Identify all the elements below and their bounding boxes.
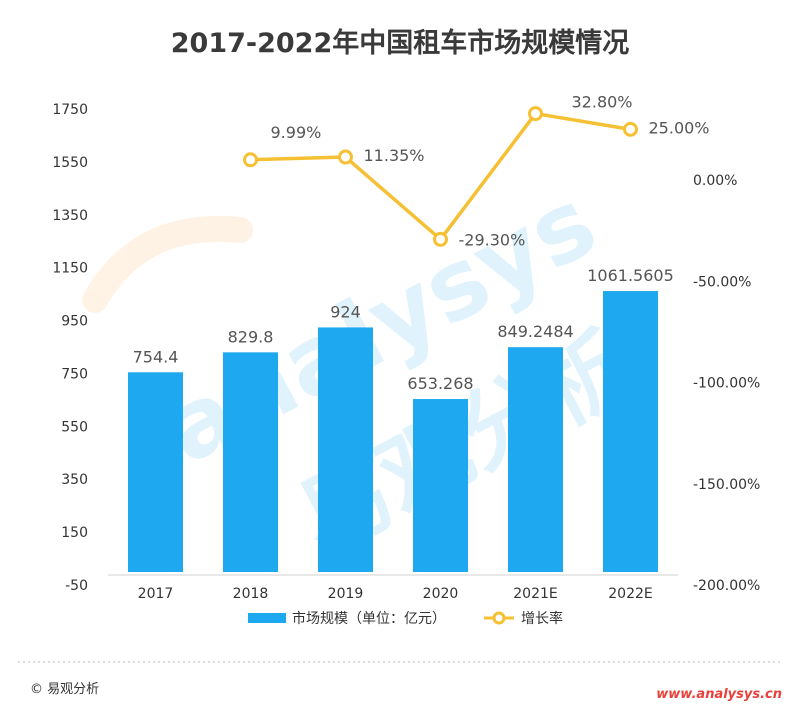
- growth-value-labels: 9.99% 11.35% -29.30% 32.80% 25.00%: [271, 93, 710, 250]
- bar: [603, 291, 658, 572]
- x-tick-label: 2018: [233, 586, 269, 602]
- y-left-tick-label: 1550: [52, 155, 88, 171]
- growth-value-label: 25.00%: [649, 118, 710, 137]
- y-left-tick-label: 1350: [52, 208, 88, 224]
- growth-value-label: 9.99%: [271, 123, 322, 142]
- y-left-tick-label: 150: [61, 525, 88, 541]
- growth-point: [528, 106, 543, 122]
- growth-value-label: 11.35%: [364, 146, 425, 165]
- growth-value-label: -29.30%: [459, 230, 526, 249]
- legend: 市场规模（单位：亿元） 增长率: [248, 610, 563, 627]
- x-axis-ticks: 2017 2018 2019 2020 2021E 2022E: [138, 586, 653, 602]
- y-right-tick-label: 0.00%: [693, 173, 737, 189]
- y-left-tick-label: -50: [65, 578, 88, 594]
- bar-value-label: 849.2484: [497, 322, 573, 341]
- bar-value-labels: 754.4 829.8 924 653.268 849.2484 1061.5605: [133, 266, 674, 393]
- y-right-tick-label: -100.00%: [693, 376, 760, 392]
- y-left-axis-ticks: -50 150 350 550 750 950 1150 1350 1550 1750: [52, 102, 88, 594]
- y-left-tick-label: 750: [61, 366, 88, 382]
- bar-series: [128, 291, 658, 572]
- y-right-tick-label: -150.00%: [693, 477, 760, 493]
- growth-line-series: [243, 106, 638, 247]
- bar: [318, 327, 373, 572]
- bar: [413, 399, 468, 572]
- growth-point: [433, 231, 448, 247]
- y-left-tick-label: 350: [61, 472, 88, 488]
- y-left-tick-label: 550: [61, 419, 88, 435]
- y-left-tick-label: 1150: [52, 261, 88, 277]
- x-tick-label: 2021E: [513, 586, 557, 602]
- legend-label-bar: 市场规模（单位：亿元）: [292, 610, 446, 627]
- legend-swatch-bar: [248, 613, 286, 623]
- x-tick-label: 2020: [423, 586, 459, 602]
- bar: [508, 347, 563, 572]
- bar-value-label: 754.4: [133, 347, 179, 366]
- legend-label-line: 增长率: [521, 610, 563, 627]
- legend-swatch-marker: [492, 611, 506, 625]
- footer-copyright: © 易观分析: [30, 682, 99, 697]
- growth-point: [623, 121, 638, 137]
- x-tick-label: 2017: [138, 586, 174, 602]
- bar-value-label: 924: [330, 302, 361, 321]
- x-tick-label: 2019: [328, 586, 364, 602]
- growth-point: [338, 149, 353, 165]
- growth-point: [243, 152, 258, 168]
- y-right-axis-ticks: 0.00% -50.00% -100.00% -150.00% -200.00%: [693, 173, 760, 594]
- y-left-tick-label: 1750: [52, 102, 88, 118]
- bar-value-label: 653.268: [407, 374, 473, 393]
- y-right-tick-label: -50.00%: [693, 274, 751, 290]
- y-left-tick-label: 950: [61, 314, 88, 330]
- growth-value-label: 32.80%: [572, 93, 633, 112]
- y-right-tick-label: -200.00%: [693, 578, 760, 594]
- bar: [223, 352, 278, 572]
- chart-title: 2017-2022年中国租车市场规模情况: [171, 27, 630, 59]
- watermark-swoosh: [82, 215, 253, 313]
- bar-value-label: 1061.5605: [587, 266, 674, 285]
- bar-value-label: 829.8: [228, 327, 274, 346]
- x-tick-label: 2022E: [608, 586, 652, 602]
- footer-site-url: www.analysys.cn: [656, 687, 782, 702]
- bar: [128, 372, 183, 572]
